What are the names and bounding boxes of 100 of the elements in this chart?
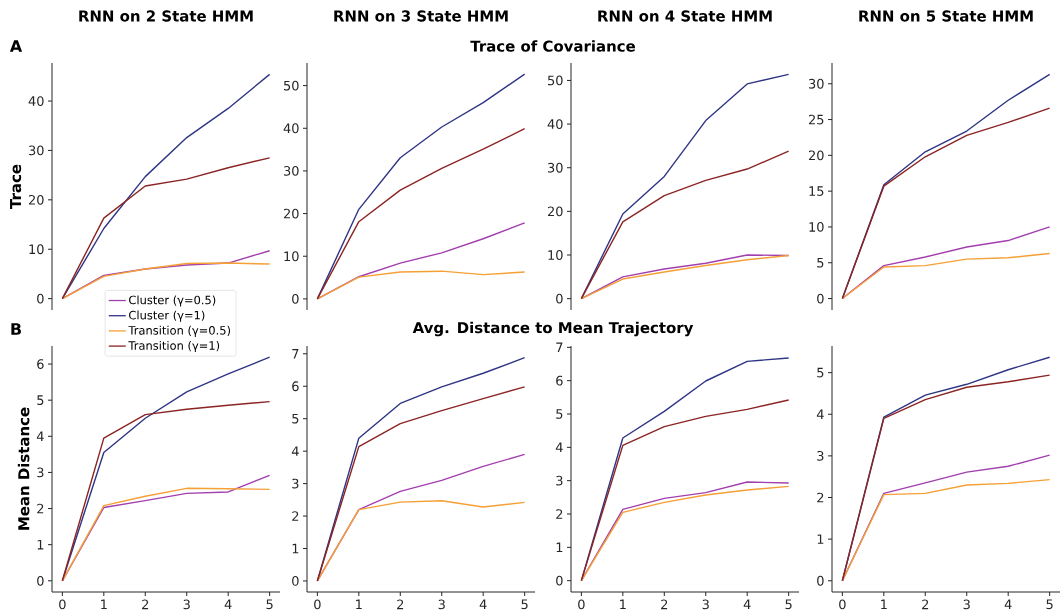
y-tick-label: 7: [292, 349, 299, 359]
y-tick-label: 3: [556, 475, 563, 486]
x-tick-label: 1: [620, 599, 626, 609]
y-tick-label: 10: [284, 251, 299, 262]
legend-label: Transition (γ=0.5): [128, 325, 231, 337]
y-tick-label: 20: [283, 208, 299, 219]
y-tick-label: 4: [555, 442, 563, 453]
y-axis-title: Mean Distance: [17, 407, 30, 530]
line-series: [316, 127, 526, 300]
chart-title: RNN on 5 State HMM: [859, 10, 1033, 22]
y-tick-label: 6: [556, 375, 563, 386]
x-tick-label: 4: [224, 599, 232, 609]
line-series: [841, 252, 1051, 300]
x-tick-label: 2: [661, 599, 668, 610]
y-axis-title: Trace: [10, 164, 22, 209]
line-series: [580, 150, 790, 300]
y-tick-label: 0: [37, 575, 44, 586]
y-tick-label: 30: [28, 145, 44, 156]
x-tick-label: 2: [397, 599, 404, 610]
y-tick-label: 10: [809, 222, 824, 232]
line-series: [316, 270, 526, 300]
y-tick-label: 50: [284, 80, 299, 91]
x-tick-label: 5: [785, 599, 792, 610]
x-tick-label: 0: [314, 599, 321, 610]
x-tick-label: 3: [702, 599, 709, 610]
x-tick-label: 5: [266, 599, 273, 610]
y-tick-label: 40: [28, 96, 44, 106]
y-tick-label: 5: [292, 413, 299, 424]
y-tick-label: 50: [548, 75, 563, 86]
text: B: [11, 323, 21, 335]
x-tick-label: 4: [743, 599, 751, 609]
x-tick-label: 5: [1046, 599, 1053, 610]
x-tick-label: 3: [183, 599, 190, 610]
y-tick-label: 1: [292, 543, 299, 554]
y-tick-label: 0: [817, 575, 824, 586]
y-tick-label: 5: [556, 409, 563, 419]
y-tick-label: 6: [37, 359, 44, 369]
y-tick-label: 4: [816, 409, 824, 419]
y-tick-label: 0: [37, 293, 44, 304]
y-tick-label: 30: [808, 78, 824, 89]
y-tick-label: 4: [291, 446, 299, 456]
y-tick-label: 2: [817, 492, 824, 503]
y-tick-label: 10: [548, 250, 563, 260]
y-tick-label: 6: [292, 381, 299, 392]
x-tick-label: 0: [59, 599, 66, 610]
x-tick-label: 3: [963, 599, 970, 610]
y-tick-label: 2: [292, 511, 299, 521]
y-tick-label: 5: [817, 367, 824, 378]
y-tick-label: 1: [817, 534, 824, 544]
y-tick-label: 4: [36, 431, 44, 442]
y-tick-label: 20: [547, 206, 563, 217]
x-tick-label: 0: [839, 599, 846, 610]
line-series: [841, 478, 1051, 582]
y-tick-label: 0: [556, 293, 563, 304]
x-tick-label: 1: [356, 599, 362, 609]
x-tick-label: 1: [101, 599, 107, 609]
chart-subtitle: Trace of Covariance: [470, 40, 635, 52]
x-tick-label: 5: [521, 599, 528, 610]
y-tick-label: 20: [808, 150, 824, 161]
y-tick-label: 2: [556, 509, 563, 519]
y-tick-label: 0: [556, 575, 563, 586]
y-tick-label: 7: [556, 342, 563, 353]
x-tick-label: 4: [1004, 599, 1012, 609]
y-tick-label: 3: [292, 478, 299, 489]
x-tick-label: 1: [881, 599, 887, 609]
chart-title: RNN on 4 State HMM: [598, 10, 772, 22]
y-tick-label: 0: [292, 294, 299, 304]
line-series: [316, 500, 526, 582]
y-tick-label: 5: [37, 395, 44, 405]
y-tick-label: 30: [283, 166, 299, 176]
chart-subtitle: Avg. Distance to Mean Trajectory: [412, 321, 694, 337]
y-tick-label: 3: [37, 467, 44, 478]
x-tick-label: 2: [142, 599, 149, 610]
y-tick-label: 1: [556, 542, 563, 553]
y-tick-label: 2: [37, 503, 44, 514]
text: A: [9, 40, 23, 52]
y-tick-label: 40: [283, 123, 299, 134]
chart-title: RNN on 3 State HMM: [334, 10, 508, 22]
y-tick-label: 1: [37, 539, 44, 550]
line-series: [580, 399, 790, 582]
line-series: [61, 400, 271, 582]
y-tick-label: 25: [808, 114, 824, 125]
x-tick-label: 4: [479, 599, 487, 609]
y-tick-label: 20: [28, 194, 44, 205]
legend-label: Cluster (γ=1): [129, 310, 205, 322]
y-tick-label: 0: [292, 576, 299, 586]
x-tick-label: 3: [438, 599, 445, 610]
y-tick-label: 10: [29, 244, 44, 255]
y-tick-label: 40: [547, 119, 563, 129]
chart-title: RNN on 2 State HMM: [79, 10, 253, 22]
y-tick-label: 3: [817, 450, 824, 461]
x-tick-label: 2: [922, 599, 929, 610]
legend-label: Transition (γ=1): [128, 340, 220, 353]
y-tick-label: 15: [809, 186, 824, 196]
y-tick-label: 0: [817, 293, 824, 304]
legend-label: Cluster (γ=0.5): [129, 295, 216, 307]
line-series: [580, 254, 790, 300]
x-tick-label: 0: [578, 599, 585, 610]
y-tick-label: 5: [817, 257, 824, 268]
y-tick-label: 30: [547, 162, 563, 173]
